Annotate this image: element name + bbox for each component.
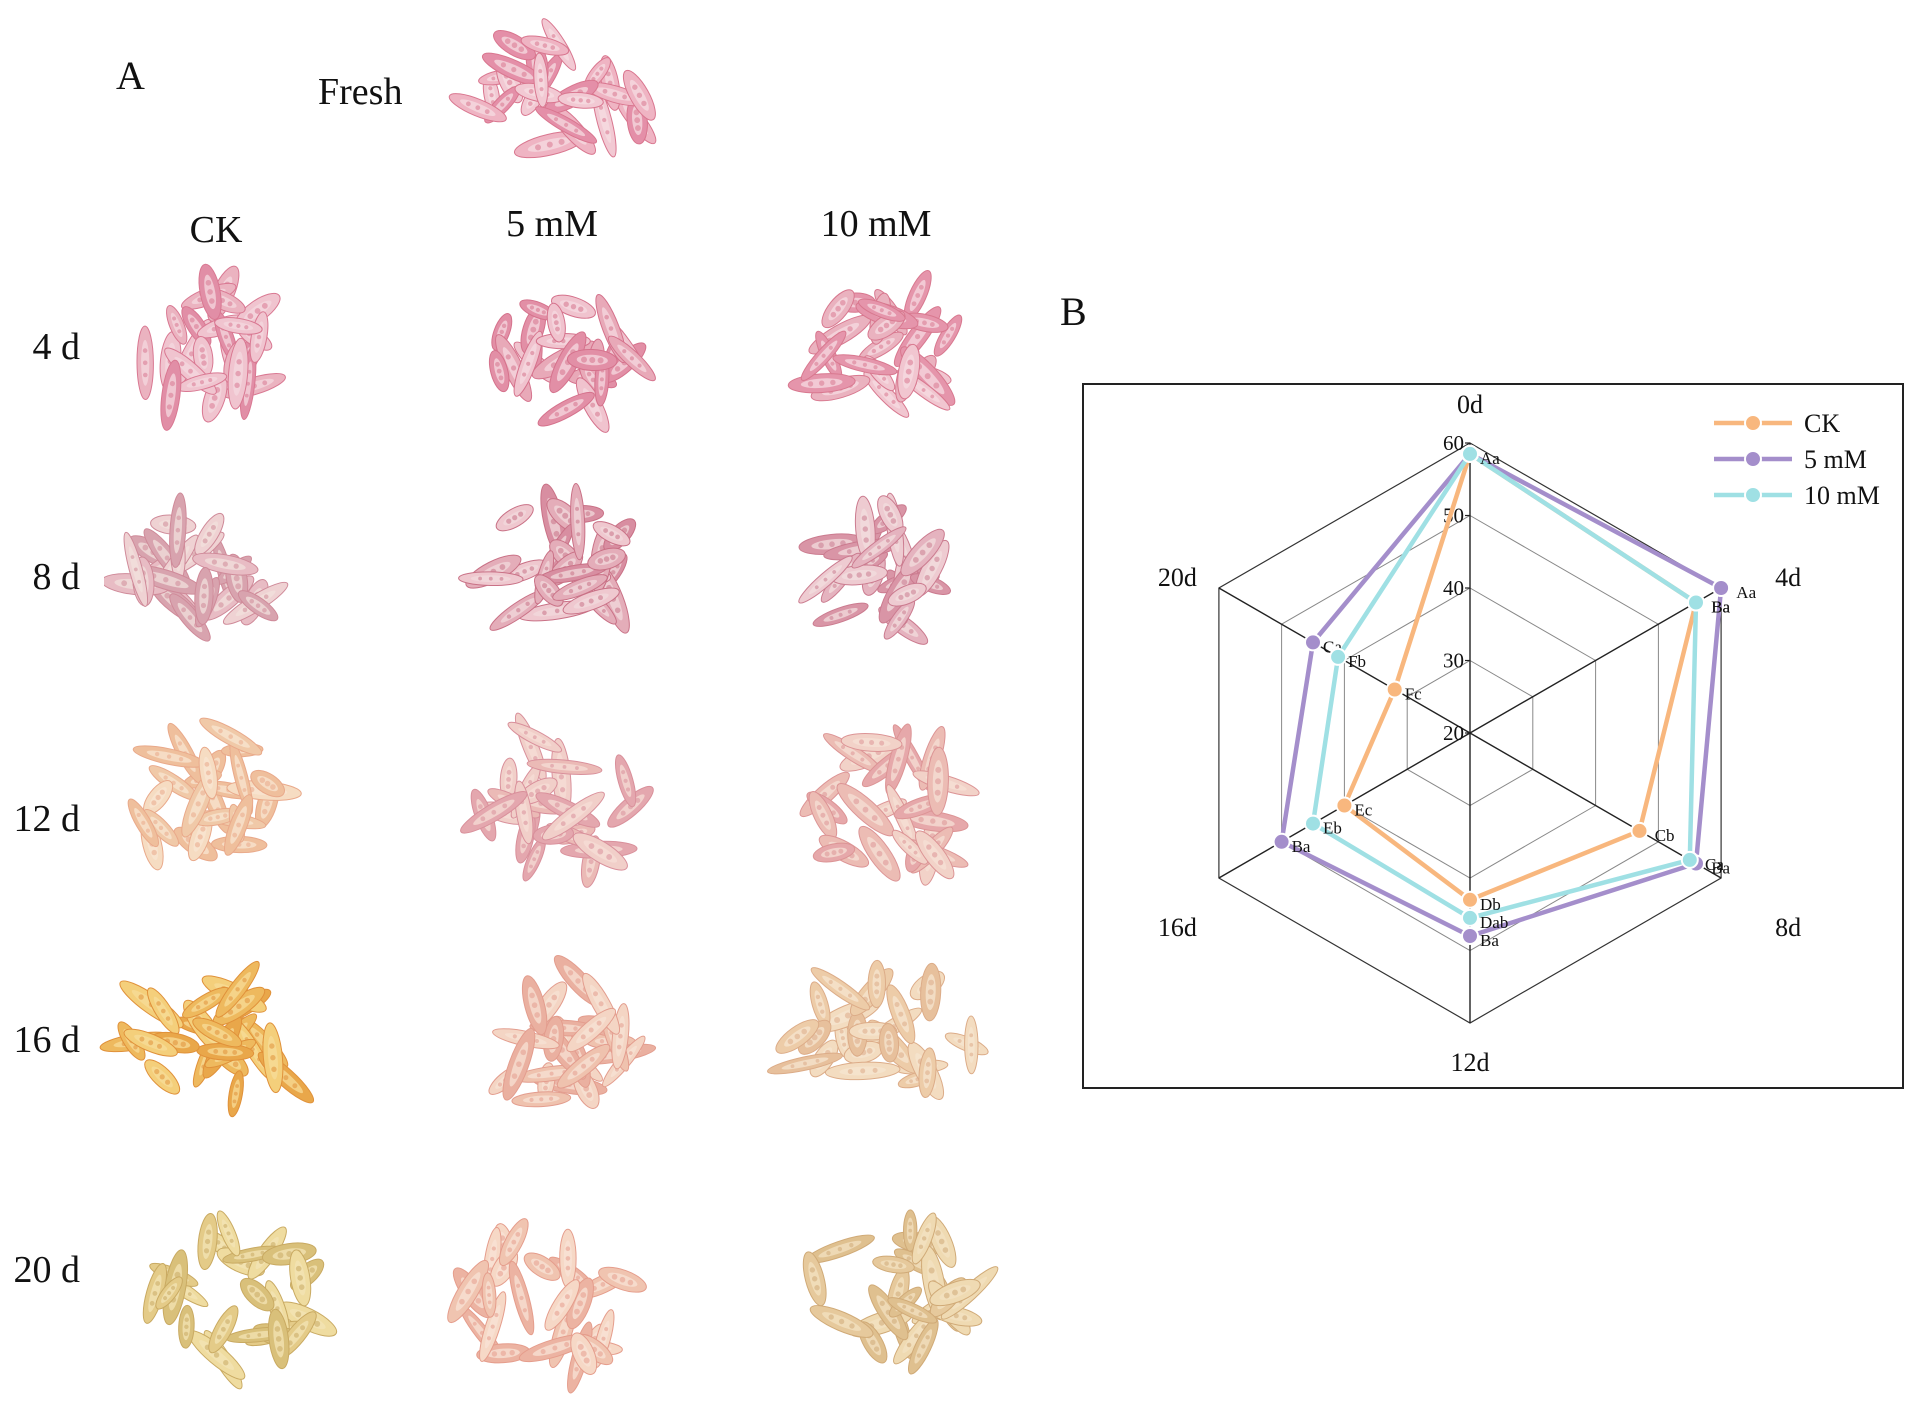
data-label-10mM-12d: Dab bbox=[1480, 913, 1508, 932]
photo-10mm-12d bbox=[786, 698, 986, 916]
point-CK-20d bbox=[1385, 680, 1404, 699]
data-label-CK-4d: Ba bbox=[1711, 598, 1730, 617]
series-line-5mM bbox=[1279, 451, 1724, 939]
data-label-5mM-4d: Aa bbox=[1736, 583, 1756, 602]
data-label-5mM-8d: Ba bbox=[1711, 859, 1730, 878]
axis-label-8d: 8d bbox=[1775, 913, 1801, 942]
point-10mM-8d bbox=[1680, 850, 1699, 869]
legend-marker-5mM bbox=[1744, 450, 1762, 468]
point-5mM-4d bbox=[1712, 579, 1731, 597]
photo-ck-12d bbox=[94, 695, 304, 895]
row-label-20d: 20 d bbox=[13, 1249, 81, 1291]
point-5mM-20d bbox=[1304, 633, 1322, 652]
photo-5mm-20d bbox=[425, 1200, 665, 1400]
data-label-10mM-4d: Ba bbox=[1711, 598, 1730, 617]
tick-label-60: 60 bbox=[1443, 431, 1464, 455]
axis-label-12d: 12d bbox=[1451, 1048, 1490, 1077]
row-label-4d: 4 d bbox=[32, 326, 81, 368]
radar-chart: 20304050600d4d8d12d16d20dBaCbDbEcFcAaBaB… bbox=[1158, 390, 1880, 1077]
column-label-10mm: 10 mM bbox=[820, 203, 932, 245]
photo-5mm-12d bbox=[444, 693, 664, 928]
photo-5mm-8d bbox=[458, 470, 658, 658]
photo-10mm-20d bbox=[782, 1190, 1007, 1390]
tick-label-40: 40 bbox=[1443, 576, 1464, 600]
point-10mM-12d bbox=[1461, 908, 1479, 927]
data-label-10mM-0d: Aa bbox=[1480, 449, 1500, 468]
axis-label-0d: 0d bbox=[1457, 390, 1483, 419]
axis-label-4d: 4d bbox=[1775, 563, 1801, 592]
legend-label-CK: CK bbox=[1804, 409, 1840, 438]
legend-label-5mM: 5 mM bbox=[1804, 445, 1867, 474]
point-10mM-20d bbox=[1329, 647, 1348, 666]
photo-10mm-8d bbox=[790, 478, 970, 668]
legend-label-10mM: 10 mM bbox=[1804, 481, 1880, 510]
photo-5mm-16d bbox=[448, 940, 663, 1140]
legend-marker-10mM bbox=[1744, 486, 1762, 504]
radar-spoke-8d bbox=[1469, 732, 1722, 879]
point-10mM-16d bbox=[1304, 814, 1322, 833]
photo-ck-20d bbox=[120, 1185, 350, 1400]
point-CK-16d bbox=[1335, 796, 1354, 815]
point-5mM-16d bbox=[1272, 832, 1291, 851]
photo-ck-16d bbox=[96, 945, 336, 1140]
data-label-10mM-20d: Fb bbox=[1348, 652, 1366, 671]
data-label-CK-12d: Db bbox=[1480, 895, 1501, 914]
axis-label-16d: 16d bbox=[1158, 913, 1197, 942]
point-5mM-12d bbox=[1461, 927, 1479, 945]
point-CK-8d bbox=[1630, 821, 1649, 840]
column-label-5mm: 5 mM bbox=[506, 203, 598, 245]
photo-ck-8d bbox=[104, 486, 304, 662]
fresh-label: Fresh bbox=[318, 71, 403, 113]
data-label-CK-20d: Fc bbox=[1405, 685, 1422, 704]
data-label-10mM-16d: Eb bbox=[1323, 819, 1342, 838]
column-label-ck: CK bbox=[189, 209, 243, 251]
row-label-8d: 8 d bbox=[32, 556, 81, 598]
photo-ck-4d bbox=[116, 258, 301, 438]
point-10mM-4d bbox=[1687, 593, 1705, 612]
radar-chart-frame: 20 30 40 50 60 0d 4d 8d 12d 16d 20d Ba Cb Db Ec Fc Aa Ba B… bbox=[1082, 383, 1904, 1089]
tick-label-30: 30 bbox=[1443, 649, 1464, 673]
photo-5mm-4d bbox=[465, 262, 660, 452]
photo-10mm-16d bbox=[762, 945, 1012, 1135]
series-line-10mM bbox=[1310, 451, 1699, 921]
photo-10mm-4d bbox=[773, 250, 983, 445]
photo-fresh bbox=[433, 0, 687, 185]
data-label-CK-16d: Ec bbox=[1354, 801, 1372, 820]
data-label-5mM-12d: Ba bbox=[1480, 931, 1499, 950]
legend-marker-CK bbox=[1744, 414, 1762, 432]
tick-label-20: 20 bbox=[1443, 721, 1464, 745]
data-label-CK-8d: Cb bbox=[1655, 826, 1675, 845]
data-label-5mM-16d: Ba bbox=[1292, 837, 1311, 856]
row-label-16d: 16 d bbox=[13, 1019, 81, 1061]
panel-a-letter: A bbox=[116, 53, 145, 98]
panel-b-letter: B bbox=[1060, 289, 1087, 334]
row-label-12d: 12 d bbox=[13, 798, 81, 840]
axis-label-20d: 20d bbox=[1158, 563, 1197, 592]
radar-spoke-4d bbox=[1469, 587, 1722, 734]
point-10mM-0d bbox=[1461, 444, 1479, 463]
data-label-10mM-8d: Ca bbox=[1705, 855, 1724, 874]
point-CK-12d bbox=[1461, 890, 1479, 909]
